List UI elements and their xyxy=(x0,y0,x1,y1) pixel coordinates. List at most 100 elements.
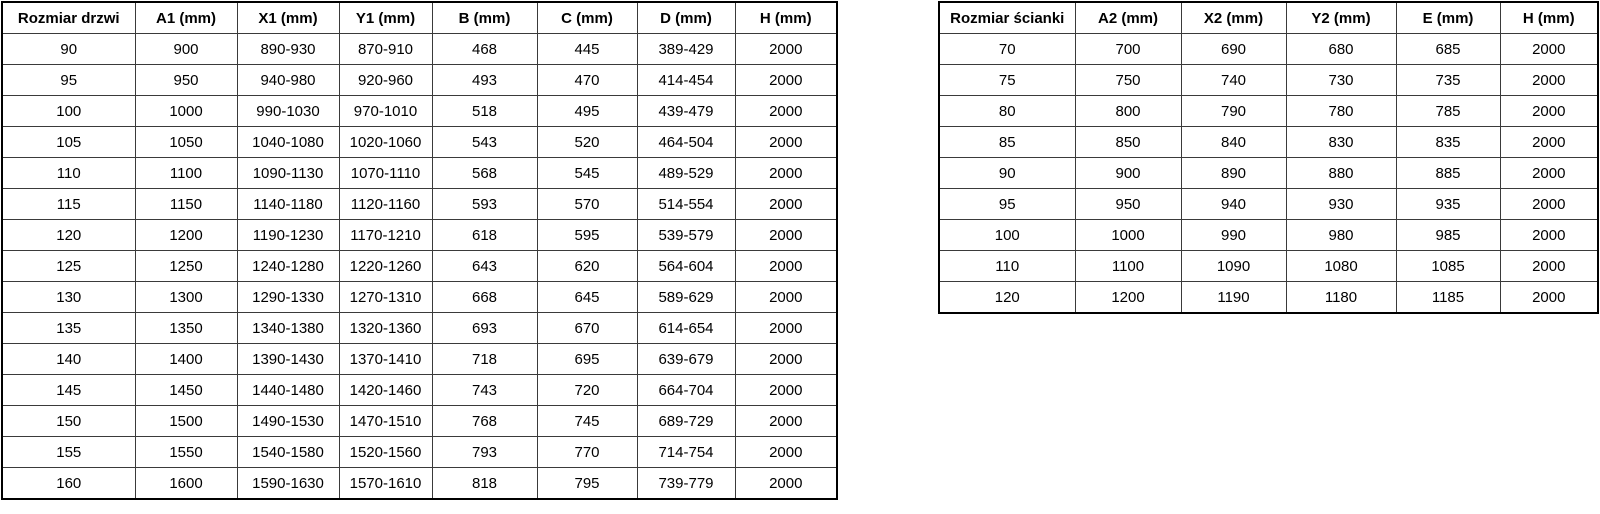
table-cell: 1550 xyxy=(134,436,238,468)
table-cell: 1270-1310 xyxy=(338,281,433,313)
table-row: 90 900 890 880 885 2000 xyxy=(938,157,1599,189)
table-cell: 2000 xyxy=(734,188,838,220)
table-cell: 735 xyxy=(1395,64,1501,96)
table-cell: 1200 xyxy=(1074,281,1182,314)
table-cell: 689-729 xyxy=(636,405,736,437)
table-row: 85 850 840 830 835 2000 xyxy=(938,126,1599,158)
table-cell: 1220-1260 xyxy=(338,250,433,282)
header-row: Rozmiar drzwi A1 (mm) X1 (mm) Y1 (mm) B (mm)… xyxy=(1,1,838,34)
table-cell: 680 xyxy=(1285,33,1397,65)
column-header: Y1 (mm) xyxy=(338,1,433,34)
table-cell: 1090-1130 xyxy=(236,157,340,189)
header-row: Rozmiar ścianki A2 (mm) X2 (mm) Y2 (mm) E (m… xyxy=(938,1,1599,34)
table-cell: 543 xyxy=(431,126,538,158)
table-cell: 1340-1380 xyxy=(236,312,340,344)
table-cell: 714-754 xyxy=(636,436,736,468)
table-cell: 1370-1410 xyxy=(338,343,433,375)
table-cell: 589-629 xyxy=(636,281,736,313)
column-header: A1 (mm) xyxy=(134,1,238,34)
table-row: 110 1100 1090 1080 1085 2000 xyxy=(938,250,1599,282)
table-cell: 100 xyxy=(938,219,1076,251)
column-header: C (mm) xyxy=(536,1,638,34)
table-cell: 1200 xyxy=(134,219,238,251)
table-cell: 1140-1180 xyxy=(236,188,340,220)
column-header: Rozmiar drzwi xyxy=(1,1,136,34)
table-row: 75 750 740 730 735 2000 xyxy=(938,64,1599,96)
table-row: 90 900 890-930 870-910 468 445 389-429 2000 xyxy=(1,33,838,65)
table-cell: 1570-1610 xyxy=(338,467,433,500)
size-spec-sheet: Rozmiar drzwi A1 (mm) X1 (mm) Y1 (mm) B (mm)… xyxy=(1,1,1599,500)
table-cell: 1070-1110 xyxy=(338,157,433,189)
table-cell: 1080 xyxy=(1285,250,1397,282)
table-cell: 2000 xyxy=(1499,33,1599,65)
table-cell: 150 xyxy=(1,405,136,437)
table-cell: 2000 xyxy=(1499,188,1599,220)
table-cell: 970-1010 xyxy=(338,95,433,127)
table-cell: 2000 xyxy=(734,64,838,96)
table-cell: 718 xyxy=(431,343,538,375)
table-cell: 1020-1060 xyxy=(338,126,433,158)
table-row: 145 1450 1440-1480 1420-1460 743 720 664-704 20… xyxy=(1,374,838,406)
table-cell: 595 xyxy=(536,219,638,251)
table-row: 130 1300 1290-1330 1270-1310 668 645 589-629 20… xyxy=(1,281,838,313)
table-row: 100 1000 990 980 985 2000 xyxy=(938,219,1599,251)
table-cell: 850 xyxy=(1074,126,1182,158)
table-cell: 95 xyxy=(938,188,1076,220)
table-cell: 1180 xyxy=(1285,281,1397,314)
table-cell: 568 xyxy=(431,157,538,189)
table-cell: 155 xyxy=(1,436,136,468)
table-row: 155 1550 1540-1580 1520-1560 793 770 714-754 20… xyxy=(1,436,838,468)
table-cell: 2000 xyxy=(734,312,838,344)
table-cell: 115 xyxy=(1,188,136,220)
table-row: 110 1100 1090-1130 1070-1110 568 545 489-529 20… xyxy=(1,157,838,189)
column-header: H (mm) xyxy=(1499,1,1599,34)
table-cell: 95 xyxy=(1,64,136,96)
table-cell: 818 xyxy=(431,467,538,500)
table-cell: 693 xyxy=(431,312,538,344)
table-cell: 105 xyxy=(1,126,136,158)
column-header: B (mm) xyxy=(431,1,538,34)
table-cell: 785 xyxy=(1395,95,1501,127)
table-cell: 2000 xyxy=(734,33,838,65)
door-size-table: Rozmiar drzwi A1 (mm) X1 (mm) Y1 (mm) B (mm)… xyxy=(1,1,838,500)
table-cell: 130 xyxy=(1,281,136,313)
table-row: 105 1050 1040-1080 1020-1060 543 520 464-504 20… xyxy=(1,126,838,158)
table-cell: 160 xyxy=(1,467,136,500)
table-cell: 685 xyxy=(1395,33,1501,65)
table-cell: 920-960 xyxy=(338,64,433,96)
table-cell: 643 xyxy=(431,250,538,282)
table-cell: 700 xyxy=(1074,33,1182,65)
table-cell: 489-529 xyxy=(636,157,736,189)
table-row: 135 1350 1340-1380 1320-1360 693 670 614-654 20… xyxy=(1,312,838,344)
table-cell: 1000 xyxy=(1074,219,1182,251)
table-cell: 1400 xyxy=(134,343,238,375)
table-cell: 1440-1480 xyxy=(236,374,340,406)
table-cell: 664-704 xyxy=(636,374,736,406)
table-cell: 1500 xyxy=(134,405,238,437)
table-cell: 890-930 xyxy=(236,33,340,65)
table-cell: 743 xyxy=(431,374,538,406)
table-cell: 1320-1360 xyxy=(338,312,433,344)
table-cell: 80 xyxy=(938,95,1076,127)
table-cell: 2000 xyxy=(734,281,838,313)
table-row: 120 1200 1190 1180 1185 2000 xyxy=(938,281,1599,314)
table-cell: 768 xyxy=(431,405,538,437)
table-cell: 1090 xyxy=(1180,250,1287,282)
table-cell: 2000 xyxy=(734,250,838,282)
table-cell: 464-504 xyxy=(636,126,736,158)
table-cell: 2000 xyxy=(734,374,838,406)
table-cell: 1300 xyxy=(134,281,238,313)
table-cell: 950 xyxy=(1074,188,1182,220)
table-cell: 645 xyxy=(536,281,638,313)
table-cell: 1240-1280 xyxy=(236,250,340,282)
table-row: 160 1600 1590-1630 1570-1610 818 795 739-779 20… xyxy=(1,467,838,500)
table-cell: 2000 xyxy=(1499,157,1599,189)
table-cell: 990-1030 xyxy=(236,95,340,127)
table-cell: 470 xyxy=(536,64,638,96)
table-cell: 110 xyxy=(1,157,136,189)
table-cell: 840 xyxy=(1180,126,1287,158)
table-cell: 110 xyxy=(938,250,1076,282)
table-cell: 1420-1460 xyxy=(338,374,433,406)
table-cell: 1100 xyxy=(1074,250,1182,282)
table-row: 125 1250 1240-1280 1220-1260 643 620 564-604 20… xyxy=(1,250,838,282)
